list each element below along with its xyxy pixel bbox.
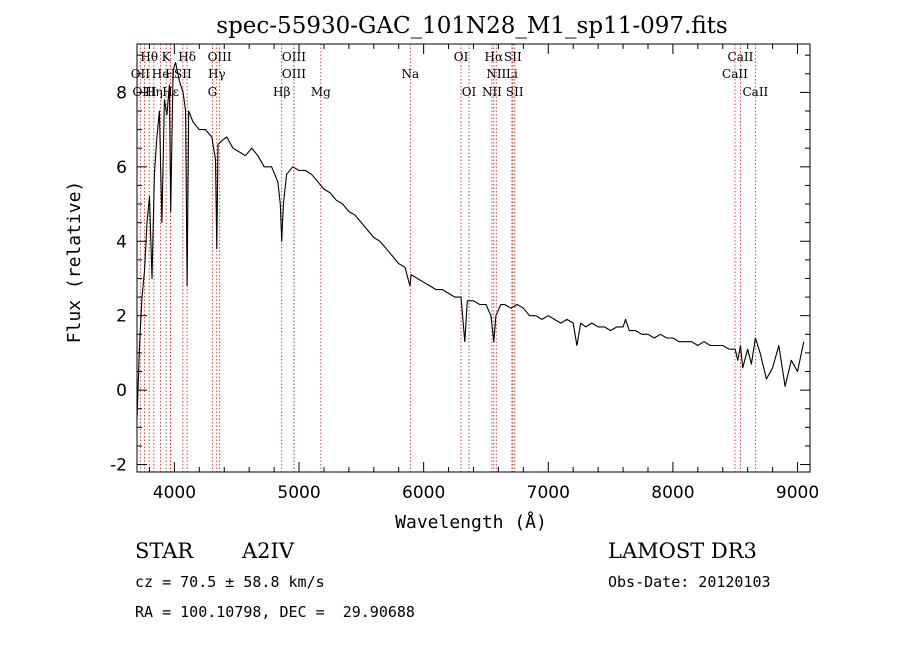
line-marker-label: Hθ	[140, 50, 158, 64]
object-class: STAR	[135, 539, 194, 563]
line-marker-label: Hβ	[273, 85, 290, 99]
line-marker-label: CaII	[722, 67, 748, 81]
axis-tick-labels: 4000 5000 6000 7000 8000 9000 -2 0 2 4 6 8	[110, 83, 819, 503]
line-marker-label: OIII	[282, 67, 306, 81]
line-marker-label: Mg	[311, 85, 331, 99]
y-tick-label: -2	[110, 456, 127, 476]
line-markers	[139, 44, 756, 472]
line-marker-label: H	[165, 67, 175, 81]
line-marker-label: K	[162, 50, 172, 64]
x-axis-label: Wavelength (Å)	[395, 511, 547, 533]
y-tick-label: 2	[116, 307, 127, 327]
line-marker-label: Li	[506, 67, 518, 81]
line-marker-label: SII	[506, 85, 524, 99]
line-marker-label: Hδ	[178, 50, 196, 64]
y-axis-label: Flux (relative)	[64, 181, 85, 344]
x-tick-label: 7000	[527, 483, 570, 503]
survey-name: LAMOST DR3	[608, 539, 757, 563]
coordinates: RA = 100.10798, DEC = 29.90688	[135, 603, 415, 621]
x-tick-label: 9000	[776, 483, 819, 503]
object-subclass: A2IV	[242, 539, 294, 563]
y-tick-label: 8	[116, 83, 127, 103]
line-marker-label: He	[152, 67, 170, 81]
axis-ticks	[137, 44, 810, 472]
line-marker-label: G	[208, 85, 218, 99]
line-marker-label: OIII	[282, 50, 306, 64]
line-marker-label: CaII	[742, 85, 768, 99]
line-marker-label: OI	[454, 50, 469, 64]
chart-title: spec-55930-GAC_101N28_M1_sp11-097.fits	[216, 13, 727, 39]
line-marker-label: Hγ	[208, 67, 226, 81]
line-marker-label: OI	[462, 85, 477, 99]
x-tick-label: 6000	[402, 483, 445, 503]
spectrum-line	[136, 62, 805, 420]
y-tick-label: 4	[116, 232, 127, 252]
line-marker-label: SII	[504, 50, 522, 64]
line-marker-label: NII	[482, 85, 502, 99]
line-marker-label: NII	[486, 67, 506, 81]
plot-frame	[136, 43, 811, 473]
x-tick-label: 4000	[153, 483, 196, 503]
line-marker-label: OIII	[208, 50, 232, 64]
redshift-velocity: cz = 70.5 ± 58.8 km/s	[135, 573, 325, 591]
x-tick-label: 8000	[651, 483, 694, 503]
line-marker-label: Hε	[162, 85, 179, 99]
line-marker-label: CaII	[728, 50, 754, 64]
observation-date: Obs-Date: 20120103	[608, 573, 771, 591]
line-marker-label: Na	[401, 67, 419, 81]
line-marker-label: Hη	[145, 85, 163, 99]
x-tick-label: 5000	[277, 483, 320, 503]
y-tick-label: 6	[116, 158, 127, 178]
line-marker-label: Hα	[485, 50, 504, 64]
y-tick-label: 0	[116, 381, 127, 401]
